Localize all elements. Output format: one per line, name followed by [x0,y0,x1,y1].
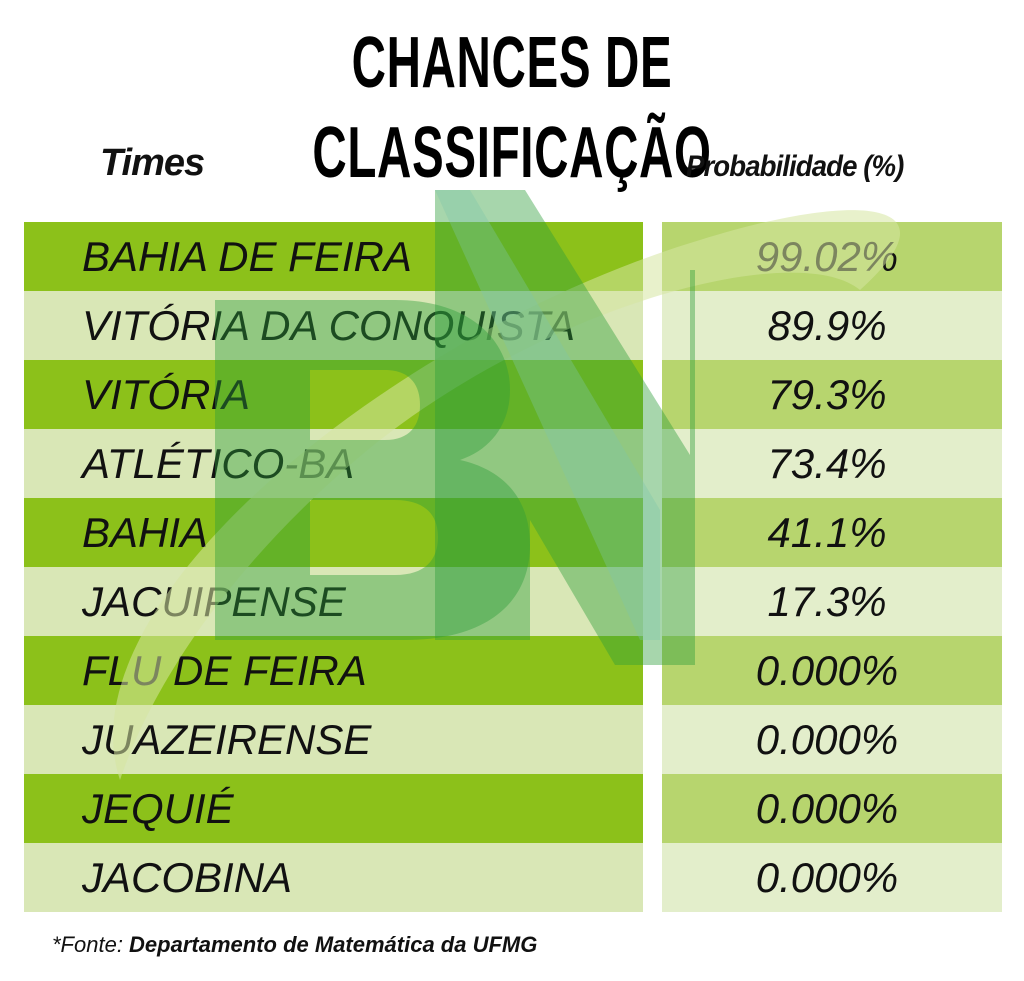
team-cell: BAHIA [24,498,643,567]
probability-cell: 73.4% [662,429,1002,498]
probability-cell: 79.3% [662,360,1002,429]
probability-cell: 17.3% [662,567,1002,636]
probability-cell: 0.000% [662,843,1002,912]
column-header-probability: Probabilidade (%) [686,150,904,183]
team-cell: VITÓRIA DA CONQUISTA [24,291,643,360]
page-title: CHANCES DE CLASSIFICAÇÃO [312,23,712,193]
source-label: *Fonte: [52,932,130,957]
column-header-team: Times [100,142,205,184]
source-value: Departamento de Matemática da UFMG [129,932,538,957]
probability-cell: 0.000% [662,774,1002,843]
team-cell: BAHIA DE FEIRA [24,222,643,291]
source-note: *Fonte: Departamento de Matemática da UF… [52,930,537,960]
probability-cell: 0.000% [662,636,1002,705]
team-cell: JEQUIÉ [24,774,643,843]
team-cell: JACOBINA [24,843,643,912]
team-cell: ATLÉTICO-BA [24,429,643,498]
probability-cell: 89.9% [662,291,1002,360]
team-cell: FLU DE FEIRA [24,636,643,705]
probability-cell: 41.1% [662,498,1002,567]
probability-cell: 99.02% [662,222,1002,291]
team-cell: JACUIPENSE [24,567,643,636]
team-cell: VITÓRIA [24,360,643,429]
team-cell: JUAZEIRENSE [24,705,643,774]
probability-cell: 0.000% [662,705,1002,774]
